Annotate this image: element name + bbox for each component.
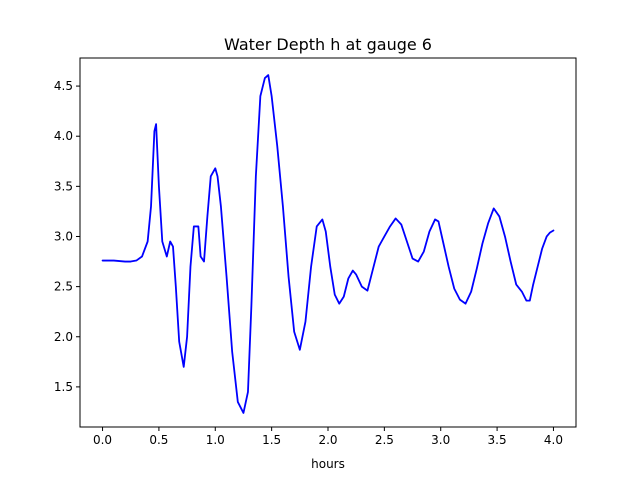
y-axis-ticks: 1.5 2.0 2.5 3.0 3.5 4.0 4.5 xyxy=(54,79,80,394)
x-axis-ticks: 0.0 0.5 1.0 1.5 2.0 2.5 3.0 3.5 4.0 xyxy=(93,427,563,447)
x-tick-label: 0.0 xyxy=(93,433,112,447)
series-line xyxy=(101,74,555,414)
x-tick-label: 2.0 xyxy=(318,433,337,447)
chart-title: Water Depth h at gauge 6 xyxy=(224,35,432,54)
x-tick-label: 0.5 xyxy=(149,433,168,447)
y-tick-label: 4.5 xyxy=(54,79,73,93)
x-tick-label: 4.0 xyxy=(544,433,563,447)
y-tick-label: 2.5 xyxy=(54,280,73,294)
y-tick-label: 4.0 xyxy=(54,129,73,143)
x-tick-label: 3.5 xyxy=(488,433,507,447)
x-tick-label: 3.0 xyxy=(431,433,450,447)
y-tick-label: 3.0 xyxy=(54,229,73,243)
x-tick-label: 1.0 xyxy=(206,433,225,447)
x-axis-label: hours xyxy=(311,457,345,471)
y-tick-label: 2.0 xyxy=(54,330,73,344)
plot-area-frame xyxy=(79,57,577,428)
x-tick-label: 1.5 xyxy=(262,433,281,447)
series-layer xyxy=(101,74,555,414)
y-tick-label: 3.5 xyxy=(54,179,73,193)
y-tick-label: 1.5 xyxy=(54,380,73,394)
x-tick-label: 2.5 xyxy=(375,433,394,447)
